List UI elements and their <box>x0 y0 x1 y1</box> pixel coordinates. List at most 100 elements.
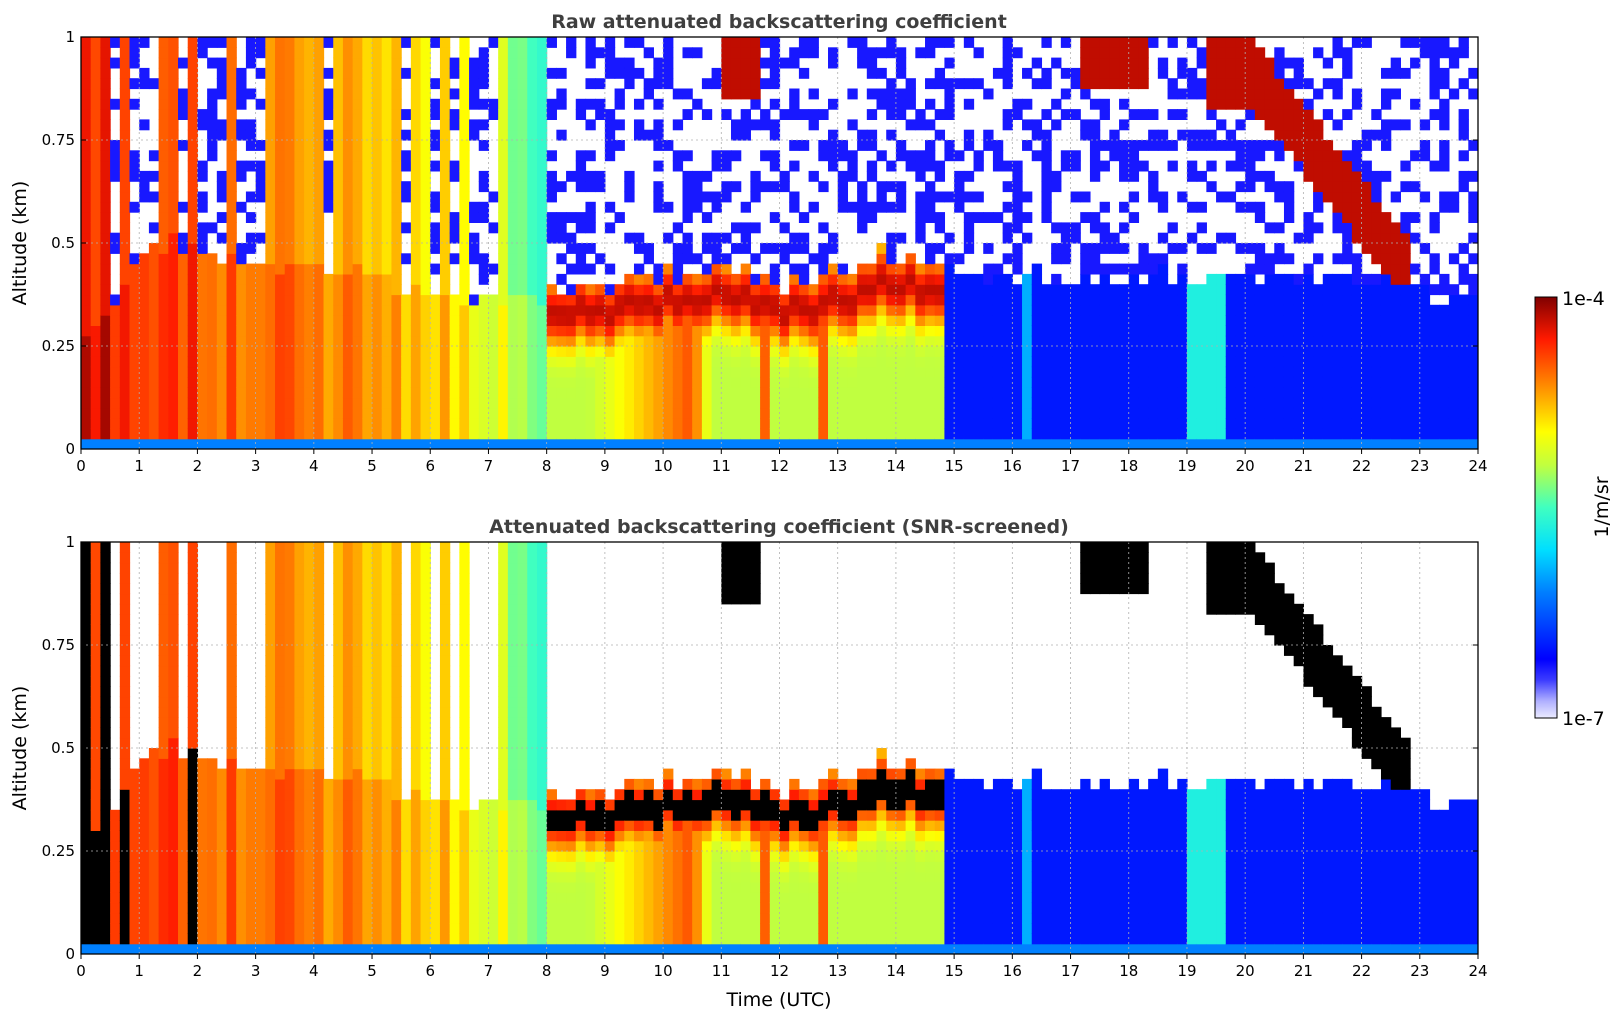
heatmap-cell <box>197 315 208 326</box>
heatmap-cell <box>604 315 616 326</box>
heatmap-cell <box>895 346 907 357</box>
heatmap-cell <box>168 376 179 388</box>
heatmap-cell <box>828 397 839 409</box>
heatmap-cell <box>1400 243 1411 254</box>
heatmap-cell <box>119 902 131 914</box>
x-tick-label: 11 <box>712 457 731 475</box>
heatmap-cell <box>226 727 237 739</box>
heatmap-cell <box>517 212 528 223</box>
heatmap-cell <box>420 407 431 419</box>
heatmap-cell <box>1419 376 1431 388</box>
heatmap-cell <box>1371 181 1382 193</box>
heatmap-cell <box>459 140 470 151</box>
heatmap-cell <box>265 552 276 564</box>
heatmap-cell <box>323 428 334 440</box>
heatmap-cell <box>216 809 228 821</box>
heatmap-cell <box>1012 397 1023 409</box>
heatmap-cell <box>226 387 237 399</box>
heatmap-cell <box>1225 129 1237 141</box>
heatmap-cell <box>1400 263 1411 275</box>
heatmap-cell <box>1313 356 1324 368</box>
heatmap-cell <box>1051 346 1062 357</box>
heatmap-cell <box>139 376 150 388</box>
heatmap-cell <box>197 170 208 182</box>
heatmap-cell <box>148 933 160 945</box>
heatmap-cell <box>439 67 451 79</box>
heatmap-cell <box>1468 335 1478 347</box>
heatmap-cell <box>129 98 140 110</box>
heatmap-cell <box>672 418 684 429</box>
heatmap-cell <box>90 315 101 326</box>
heatmap-cell <box>536 294 548 306</box>
heatmap-cell <box>1012 109 1023 120</box>
heatmap-cell <box>1390 304 1401 316</box>
heatmap-cell <box>1235 294 1246 306</box>
heatmap-cell <box>362 304 373 316</box>
heatmap-cell <box>119 748 131 759</box>
heatmap-cell <box>226 294 237 306</box>
heatmap-cell <box>1429 376 1440 388</box>
heatmap-cell <box>226 212 237 223</box>
heatmap-cell <box>566 428 577 440</box>
heatmap-cell <box>1022 366 1033 378</box>
heatmap-cell <box>1099 37 1110 48</box>
heatmap-cell <box>527 88 538 100</box>
heatmap-cell <box>1429 387 1440 399</box>
heatmap-cell <box>992 273 1004 285</box>
heatmap-cell <box>983 273 994 285</box>
heatmap-cell <box>857 325 868 337</box>
heatmap-cell <box>789 356 800 368</box>
heatmap-cell <box>517 243 528 254</box>
heatmap-cell <box>207 871 218 883</box>
heatmap-cell <box>1070 284 1081 296</box>
heatmap-cell <box>1274 346 1285 357</box>
heatmap-cell <box>342 129 354 141</box>
heatmap-cell <box>197 892 208 904</box>
heatmap-cell <box>1361 181 1372 193</box>
heatmap-cell <box>1051 119 1062 131</box>
heatmap-cell <box>1351 160 1363 172</box>
heatmap-cell <box>1080 212 1091 223</box>
heatmap-cell <box>1128 397 1140 409</box>
heatmap-cell <box>895 88 907 100</box>
heatmap-cell <box>148 356 160 368</box>
heatmap-cell <box>750 335 761 347</box>
heatmap-cell <box>187 840 199 852</box>
heatmap-cell <box>1429 428 1440 440</box>
heatmap-cell <box>934 335 946 347</box>
heatmap-cell <box>439 294 451 306</box>
heatmap-cell <box>1254 212 1266 223</box>
heatmap-cell <box>750 366 761 378</box>
heatmap-cell <box>818 181 829 193</box>
heatmap-cell <box>488 407 499 419</box>
heatmap-cell <box>119 119 131 131</box>
heatmap-cell <box>585 376 596 388</box>
heatmap-cell <box>1293 294 1304 306</box>
heatmap-cell <box>197 851 208 862</box>
heatmap-cell <box>216 325 228 337</box>
heatmap-cell <box>1041 78 1052 90</box>
heatmap-cell <box>265 170 276 182</box>
heatmap-cell <box>439 119 451 131</box>
heatmap-cell <box>866 356 878 368</box>
heatmap-cell <box>90 758 101 770</box>
heatmap-cell <box>313 47 325 59</box>
heatmap-cell <box>216 356 228 368</box>
heatmap-cell <box>566 37 577 48</box>
heatmap-cell <box>1002 346 1013 357</box>
heatmap-cell <box>595 253 606 265</box>
heatmap-cell <box>1371 387 1382 399</box>
heatmap-cell <box>372 47 383 59</box>
heatmap-cell <box>1051 366 1062 378</box>
heatmap-cell <box>1419 140 1431 151</box>
heatmap-cell <box>323 284 334 296</box>
heatmap-cell <box>672 304 684 316</box>
heatmap-cell <box>730 366 742 378</box>
heatmap-cell <box>730 407 742 419</box>
heatmap-cell <box>459 191 470 203</box>
heatmap-cell <box>1429 212 1440 223</box>
heatmap-cell <box>653 325 664 337</box>
heatmap-cell <box>207 892 218 904</box>
heatmap-cell <box>1254 346 1266 357</box>
heatmap-cell <box>236 263 247 275</box>
